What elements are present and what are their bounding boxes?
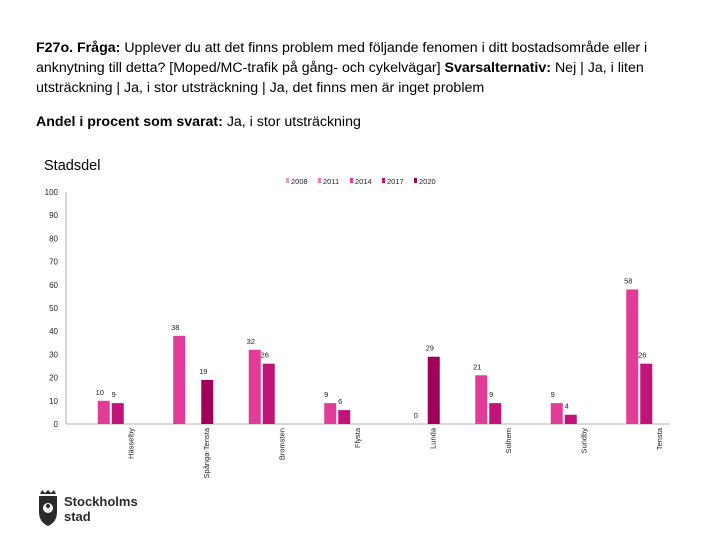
bar-value-label: 4: [565, 402, 569, 411]
bar-2020: [427, 356, 440, 424]
legend-label: 2017: [387, 177, 404, 186]
subtitle-value: Ja, i stor utsträckning: [226, 114, 361, 130]
bar-value-label: 9: [324, 390, 328, 399]
bar-2017: [262, 363, 275, 424]
bar-value-label: 38: [171, 323, 179, 332]
bar-value-label: 9: [112, 390, 116, 399]
bar-value-label: 0: [414, 411, 418, 420]
question-label: F27o. Fråga:: [36, 40, 121, 56]
bar-value-label: 32: [247, 337, 255, 346]
y-tick-label: 90: [49, 211, 58, 220]
crown-shield-icon: [39, 490, 57, 526]
bar-value-label: 9: [551, 390, 555, 399]
chart-subtitle: Andel i procent som svarat: Ja, i stor u…: [36, 114, 361, 130]
x-tick-label: Solhem: [504, 428, 513, 453]
y-tick-label: 40: [49, 327, 58, 336]
x-tick-label: Bromsten: [278, 428, 287, 460]
bar-2017: [338, 410, 351, 424]
y-tick-label: 70: [49, 258, 58, 267]
legend-label: 2014: [355, 177, 372, 186]
logo-line1: Stockholms: [64, 494, 138, 509]
chart-title: F27o. Fråga: Upplever du att det finns p…: [36, 38, 696, 98]
bar-2014: [248, 349, 261, 424]
bar-value-label: 21: [473, 362, 481, 371]
legend-swatch: [286, 178, 289, 183]
bar-2014: [475, 375, 488, 424]
legend-item-2011: 2011: [318, 177, 339, 186]
x-tick-label: Hässelby: [127, 428, 136, 459]
bar-value-label: 29: [426, 344, 434, 353]
x-tick-label: Lunda: [429, 427, 438, 449]
bar-2014: [97, 400, 110, 424]
x-tick-label: Spånga-Tensta: [202, 427, 211, 478]
legend-item-2008: 2008: [286, 177, 308, 186]
legend-item-2020: 2020: [414, 177, 436, 186]
y-tick-label: 30: [49, 350, 58, 359]
subtitle-label: Andel i procent som svarat:: [36, 114, 223, 130]
bars: 10 9 38 19 32 26 9 6 0 29 21 9 9 4 58 26: [96, 276, 653, 424]
legend-item-2014: 2014: [350, 177, 372, 186]
bar-2017: [640, 363, 653, 424]
legend: 2008 2011 2014 2017 2020: [286, 177, 436, 186]
y-tick-label: 10: [49, 397, 58, 406]
alternatives-text: Nej | Ja, i liten utsträckning | Ja, i s…: [36, 60, 644, 96]
y-tick-label: 60: [49, 281, 58, 290]
x-axis-labels: Hässelby Spånga-Tensta Bromsten Flysta Lunda…: [127, 427, 665, 478]
bar-2014: [173, 335, 186, 424]
section-title: Stadsdel: [44, 158, 101, 174]
y-tick-label: 100: [45, 188, 59, 197]
bar-value-label: 26: [261, 351, 269, 360]
legend-label: 2011: [323, 177, 339, 186]
legend-swatch: [318, 178, 321, 183]
bar-2020: [201, 379, 214, 424]
x-tick-label: Tensta: [655, 427, 664, 450]
stockholm-logo: Stockholms stad: [39, 490, 138, 526]
legend-swatch: [382, 178, 385, 183]
y-tick-label: 0: [54, 420, 59, 429]
bar-value-label: 10: [96, 388, 104, 397]
logo-line2: stad: [64, 509, 91, 524]
bar-value-label: 26: [638, 351, 646, 360]
y-tick-label: 20: [49, 374, 58, 383]
alternatives-label: Svarsalternativ:: [444, 60, 551, 76]
y-tick-label: 50: [49, 304, 58, 313]
bar-2017: [564, 414, 577, 424]
x-tick-label: Flysta: [353, 427, 362, 448]
x-tick-label: Sundby: [580, 428, 589, 454]
bar-2014: [324, 403, 337, 424]
legend-swatch: [350, 178, 353, 183]
legend-swatch: [414, 178, 417, 183]
bar-value-label: 19: [199, 367, 207, 376]
bar-value-label: 58: [624, 276, 632, 285]
y-axis-ticks: 0 10 20 30 40 50 60 70 80 90 100: [45, 188, 59, 429]
bar-2017: [489, 403, 502, 424]
legend-label: 2020: [419, 177, 436, 186]
bar-value-label: 6: [338, 397, 342, 406]
bar-2014: [550, 403, 563, 424]
bar-2014: [626, 289, 639, 424]
question-text: Upplever du att det finns problem med fö…: [36, 40, 648, 76]
y-tick-label: 80: [49, 234, 58, 243]
legend-label: 2008: [291, 177, 308, 186]
bar-2017: [111, 403, 124, 424]
legend-item-2017: 2017: [382, 177, 404, 186]
bar-value-label: 9: [489, 390, 493, 399]
